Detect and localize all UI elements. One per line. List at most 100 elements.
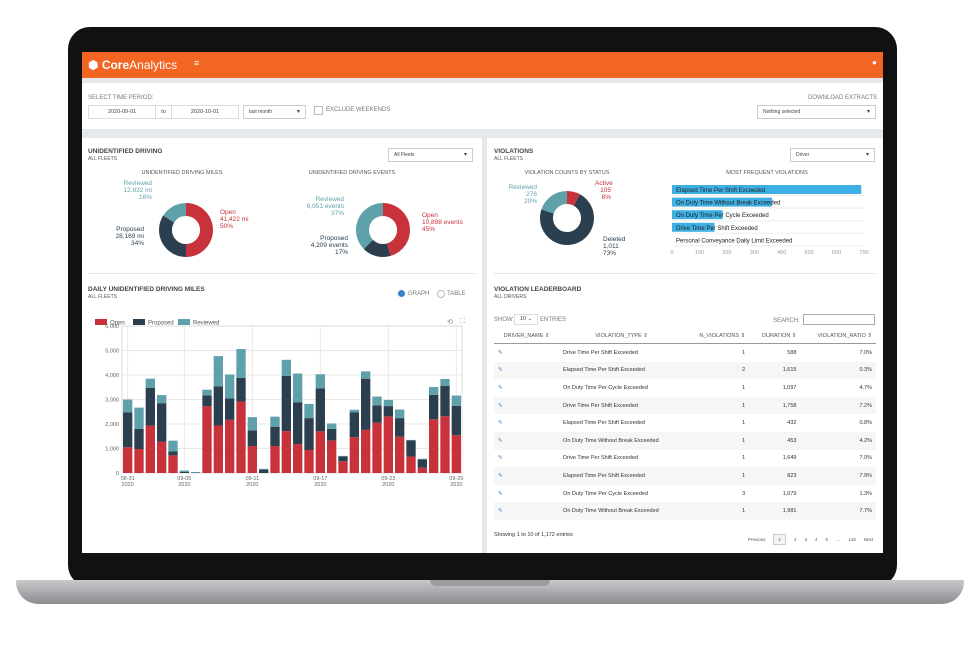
bar-proposed xyxy=(349,412,359,438)
filter-bar: SELECT TIME PERIOD: 2020-09-01 to 2020-1… xyxy=(82,83,883,129)
group-select[interactable]: Driver xyxy=(790,148,875,162)
table-cell: Drive Time Per Shift Exceeded xyxy=(559,396,685,415)
bar-open xyxy=(383,416,393,473)
table-cell: 1 xyxy=(742,349,746,356)
miles-slice-open xyxy=(186,203,213,257)
user-icon[interactable]: ● xyxy=(872,58,877,67)
frequent-bar xyxy=(672,210,723,220)
date-from-input[interactable]: 2020-09-01 xyxy=(88,105,156,119)
fleet-select[interactable]: All Fleets xyxy=(388,148,473,162)
bar-open xyxy=(451,435,461,473)
x-tick-label: 2020 xyxy=(314,482,326,488)
page-button[interactable]: Previous xyxy=(747,537,766,542)
edit-icon[interactable]: ✎ xyxy=(494,396,560,415)
table-cell: Drive Time Per Shift Exceeded xyxy=(563,349,638,356)
edit-icon[interactable]: ✎ xyxy=(498,384,503,391)
table-radio[interactable] xyxy=(437,290,445,298)
page-button[interactable]: … xyxy=(836,537,841,542)
y-tick-label: 6,000 xyxy=(105,324,119,330)
column-header-duration[interactable]: DURATION ⇕ xyxy=(749,329,801,344)
legend-label: Open xyxy=(110,321,125,327)
table-cell: 7.9% xyxy=(800,467,876,485)
period-select[interactable]: last month xyxy=(243,105,306,119)
exclude-weekends-checkbox[interactable] xyxy=(314,106,323,115)
table-cell: 1,079 xyxy=(782,490,797,497)
daily-miles-chart: Open Proposed Reviewed 0 1,000 2,000 3,000 4,00… xyxy=(95,319,463,488)
bar-proposed xyxy=(417,459,427,468)
events-donut-title: UNIDENTIFIED DRIVING EVENTS xyxy=(308,170,396,176)
page-button[interactable]: 4 xyxy=(815,537,818,542)
bar-proposed xyxy=(236,377,246,402)
download-extracts-select[interactable]: Nothing selected xyxy=(757,105,876,119)
date-to-input[interactable]: 2020-10-01 xyxy=(171,105,239,119)
table-cell: 588 xyxy=(787,349,797,356)
y-tick-label: 0 xyxy=(116,471,119,477)
page-button[interactable]: 5 xyxy=(825,537,829,542)
table-cell: 1 xyxy=(742,420,746,427)
table-cell: Drive Time Per Shift Exceeded xyxy=(563,455,638,462)
x-tick-label: 400 xyxy=(777,250,786,256)
table-cell: 1 xyxy=(742,384,746,391)
frequent-bar-label: On Duty Time Per Cycle Exceeded xyxy=(676,213,769,219)
edit-icon[interactable]: ✎ xyxy=(498,349,503,356)
bar-open xyxy=(225,419,235,473)
bar-reviewed xyxy=(179,470,189,473)
daily-title: DAILY UNIDENTIFIED DRIVING MILES xyxy=(88,286,205,293)
violations-title: VIOLATIONS xyxy=(494,148,534,155)
bar-open xyxy=(361,429,371,473)
frequent-bar-label: Drive Time Per Shift Exceeded xyxy=(676,226,758,232)
page-button[interactable]: 118 xyxy=(848,537,856,542)
graph-radio[interactable] xyxy=(398,290,405,297)
column-header-violation_ratio[interactable]: VIOLATION_RATIO ⇕ xyxy=(800,329,876,344)
hamburger-icon[interactable]: ≡ xyxy=(194,58,200,68)
bar-reviewed xyxy=(168,440,178,452)
bar-proposed xyxy=(395,418,405,437)
bar-reviewed xyxy=(395,409,405,419)
search-input[interactable] xyxy=(803,314,875,325)
bar-proposed xyxy=(383,406,393,417)
edit-icon[interactable]: ✎ xyxy=(494,467,560,485)
bar-proposed xyxy=(157,403,167,442)
column-header-driver_name[interactable]: DRIVER_NAME ⇕ xyxy=(494,329,560,344)
miles-slice-reviewed xyxy=(163,203,186,223)
bar-open xyxy=(406,456,416,473)
events-reviewed-label: Reviewed 9,051 events 37% xyxy=(306,196,344,217)
page-button[interactable]: Next xyxy=(863,537,873,542)
pagination: Previous 1 2 3 4 5 … 118 Next xyxy=(712,528,877,546)
page-button[interactable]: 2 xyxy=(793,537,797,542)
fullscreen-icon[interactable]: ⛶ xyxy=(460,318,465,325)
y-tick-label: 1,000 xyxy=(105,447,119,453)
entries-select[interactable]: 10 ⌄ xyxy=(514,314,538,325)
status-slice-reviewed xyxy=(541,191,567,214)
date-to-separator: to xyxy=(155,105,172,119)
edit-icon[interactable]: ✎ xyxy=(494,502,560,520)
edit-icon[interactable]: ✎ xyxy=(494,431,560,450)
table-row: ✎ Drive Time Per Shift Exceeded 1 1,649 7.0% xyxy=(494,450,876,468)
y-tick-label: 3,000 xyxy=(105,398,119,404)
frequent-bar xyxy=(672,197,773,207)
reset-zoom-icon[interactable]: ⟲ xyxy=(447,319,453,326)
x-tick-label: 09-29 xyxy=(449,476,463,482)
edit-icon[interactable]: ✎ xyxy=(494,361,560,380)
app-logo[interactable]: ⬢ CoreAnalytics xyxy=(88,58,178,72)
x-tick-label: 600 xyxy=(832,250,841,256)
page-button[interactable]: 3 xyxy=(804,537,808,542)
column-header-violation_type[interactable]: VIOLATION_TYPE ⇕ xyxy=(559,329,685,344)
edit-icon[interactable]: ✎ xyxy=(498,455,503,462)
edit-icon[interactable]: ✎ xyxy=(498,490,503,497)
bar-proposed xyxy=(440,386,450,417)
miles-slice-proposed xyxy=(159,215,186,257)
table-cell: 1 xyxy=(684,431,750,450)
edit-icon[interactable]: ✎ xyxy=(498,420,503,427)
time-period-label: SELECT TIME PERIOD: xyxy=(88,95,154,101)
bar-open xyxy=(168,455,178,473)
table-cell: 0.3% xyxy=(800,361,876,380)
bar-open xyxy=(145,425,155,473)
events-slice-proposed xyxy=(363,239,391,257)
table-cell: 7.0% xyxy=(859,349,872,356)
right-panel: VIOLATIONS ALL FLEETS Driver VIOLATION C… xyxy=(487,138,883,553)
x-tick-label: 2020 xyxy=(450,482,462,488)
column-header-n_violations[interactable]: N_VIOLATIONS ⇕ xyxy=(684,329,750,344)
page-button[interactable]: 1 xyxy=(773,534,786,545)
table-row: ✎ Drive Time Per Shift Exceeded 1 588 7.0% xyxy=(494,344,876,362)
